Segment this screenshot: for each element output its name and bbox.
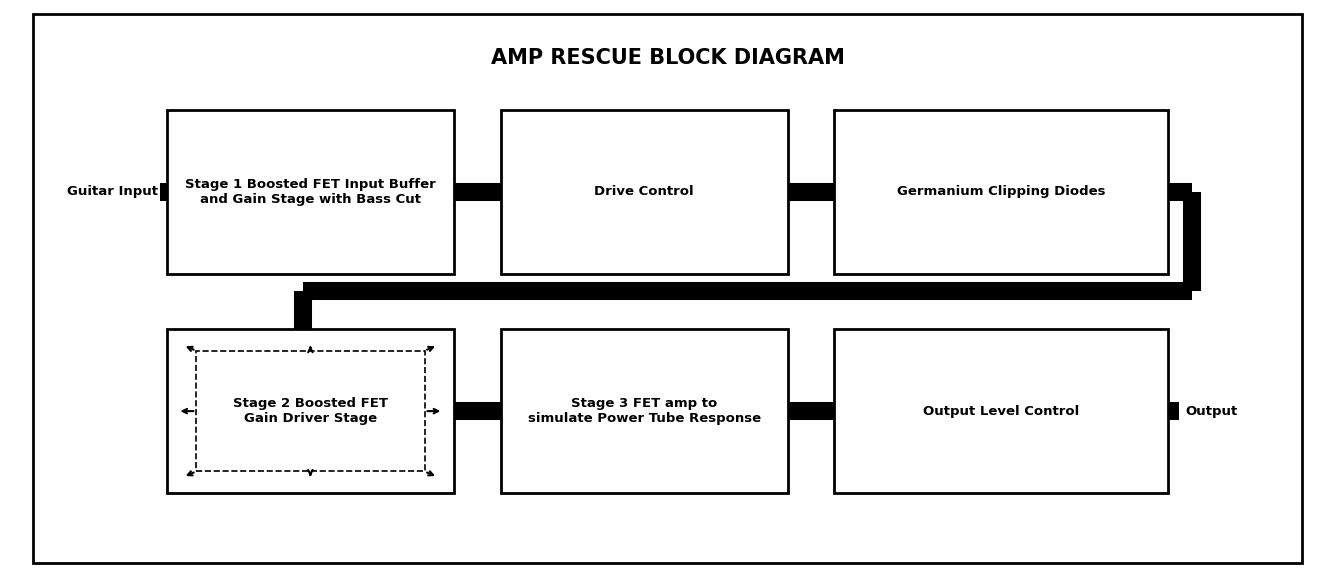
Text: Output Level Control: Output Level Control	[922, 404, 1080, 418]
Text: Germanium Clipping Diodes: Germanium Clipping Diodes	[897, 185, 1105, 198]
Bar	[501, 329, 788, 493]
Text: Stage 2 Boosted FET
Gain Driver Stage: Stage 2 Boosted FET Gain Driver Stage	[232, 397, 388, 425]
Text: Guitar Input: Guitar Input	[67, 185, 158, 198]
Bar	[834, 110, 1168, 274]
Bar	[501, 110, 788, 274]
Bar	[167, 110, 454, 274]
Text: Stage 1 Boosted FET Input Buffer
and Gain Stage with Bass Cut: Stage 1 Boosted FET Input Buffer and Gai…	[186, 178, 435, 206]
Text: Output: Output	[1185, 404, 1238, 418]
Text: Stage 3 FET amp to
simulate Power Tube Response: Stage 3 FET amp to simulate Power Tube R…	[527, 397, 761, 425]
Bar	[167, 329, 454, 493]
Bar	[196, 351, 425, 471]
Bar	[834, 329, 1168, 493]
Text: AMP RESCUE BLOCK DIAGRAM: AMP RESCUE BLOCK DIAGRAM	[490, 48, 845, 68]
Text: Drive Control: Drive Control	[594, 185, 694, 198]
